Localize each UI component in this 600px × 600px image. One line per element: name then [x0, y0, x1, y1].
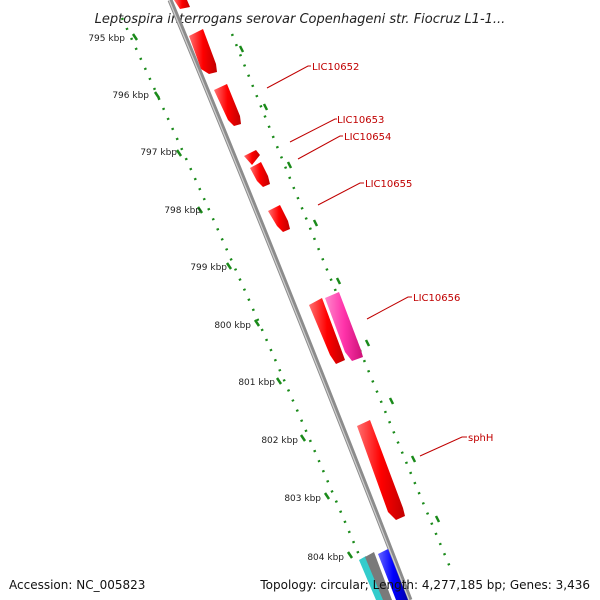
gene-arrow-cyan[interactable]: [359, 556, 384, 600]
gene-arrow-lic10654b[interactable]: [250, 162, 270, 187]
kbp-label: 800 kbp: [214, 321, 251, 331]
gene-label-sphh[interactable]: sphH: [468, 433, 493, 444]
gene-arrow-lic10652[interactable]: [189, 29, 217, 74]
gene-arrow-lic10656[interactable]: [309, 298, 345, 364]
kbp-label: 796 kbp: [112, 91, 149, 101]
accession-text: Accession: NC_005823: [9, 578, 146, 592]
kbp-label: 802 kbp: [261, 436, 298, 446]
gene-arrow-lic10656-pink[interactable]: [325, 292, 363, 361]
kbp-label: 797 kbp: [140, 148, 177, 158]
kbp-label: 799 kbp: [190, 263, 227, 273]
major-ticks-outer: [131, 33, 354, 559]
map-title: Leptospira interrogans serovar Copenhage…: [95, 12, 506, 27]
kbp-label: 801 kbp: [238, 378, 275, 388]
major-ticks-inner: [238, 45, 441, 523]
gene-label-lic10655[interactable]: LIC10655: [365, 179, 412, 190]
gene-arrow-lic10655[interactable]: [268, 205, 290, 232]
kbp-label: 798 kbp: [164, 206, 201, 216]
gene-arrow-sphh[interactable]: [357, 420, 405, 520]
gene-label-lic10653[interactable]: LIC10653: [337, 115, 384, 126]
genome-backbone: [167, 0, 413, 600]
kbp-label: 804 kbp: [307, 553, 344, 563]
gene-labels[interactable]: LIC10652 LIC10653 LIC10654 LIC10655 LIC1…: [312, 62, 493, 444]
gene-label-lic10652[interactable]: LIC10652: [312, 62, 359, 73]
kbp-labels: 795 kbp 796 kbp 797 kbp 798 kbp 799 kbp …: [88, 34, 344, 563]
gene-features[interactable]: [174, 0, 408, 600]
gene-arrow-blue[interactable]: [378, 549, 408, 600]
gene-label-lic10654[interactable]: LIC10654: [344, 132, 391, 143]
gene-arrow-lic10653[interactable]: [214, 84, 241, 126]
gene-arrow[interactable]: [174, 0, 190, 9]
gene-arrow-grey[interactable]: [365, 552, 392, 600]
label-leaders: [266, 65, 467, 457]
kbp-label: 795 kbp: [88, 34, 125, 44]
kbp-label: 803 kbp: [284, 494, 321, 504]
gene-arrow-lic10654a[interactable]: [244, 150, 260, 165]
topology-summary: Topology: circular; Length: 4,277,185 bp…: [260, 578, 590, 592]
gene-label-lic10656[interactable]: LIC10656: [413, 293, 460, 304]
